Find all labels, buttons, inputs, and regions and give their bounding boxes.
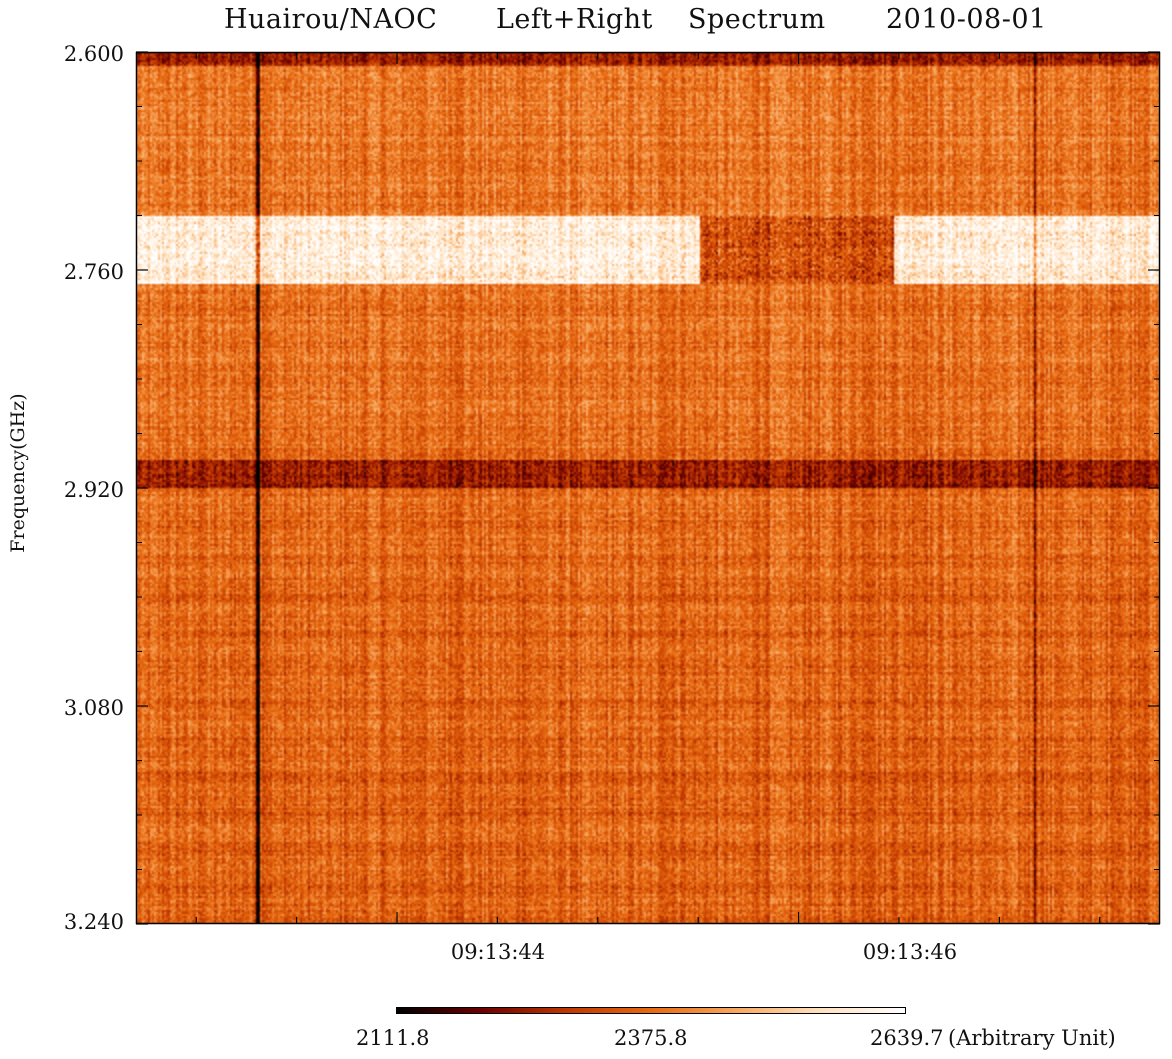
y-tick-label-2760: 2.760 — [63, 260, 124, 284]
spectrogram-plot — [135, 51, 1161, 925]
colorbar — [396, 1007, 906, 1019]
title-observatory: Huairou/NAOC — [224, 4, 438, 35]
colorbar-max-label: 2639.7 — [870, 1026, 944, 1050]
x-tick-label-091344: 09:13:44 — [450, 940, 546, 964]
colorbar-gradient — [396, 1007, 906, 1014]
plot-border — [135, 51, 1161, 925]
colorbar-mid-label: 2375.8 — [614, 1026, 688, 1050]
y-tick-label-2600: 2.600 — [63, 42, 124, 66]
title-polarization: Left+Right — [496, 4, 653, 35]
plot-frame — [135, 51, 1161, 925]
spectrogram-heatmap — [136, 52, 1160, 924]
title-type: Spectrum — [688, 4, 826, 35]
y-axis-title: Frequency(GHz) — [7, 393, 29, 553]
y-tick-label-3080: 3.080 — [63, 696, 124, 720]
colorbar-unit-label: (Arbitrary Unit) — [948, 1026, 1116, 1050]
colorbar-min-label: 2111.8 — [356, 1026, 430, 1050]
x-tick-label-091346: 09:13:46 — [862, 940, 958, 964]
chart-title: Huairou/NAOC Left+Right Spectrum 2010-08… — [138, 4, 1160, 44]
y-tick-label-2920: 2.920 — [63, 478, 124, 502]
title-date: 2010-08-01 — [886, 4, 1047, 35]
y-tick-label-3240: 3.240 — [63, 910, 124, 934]
